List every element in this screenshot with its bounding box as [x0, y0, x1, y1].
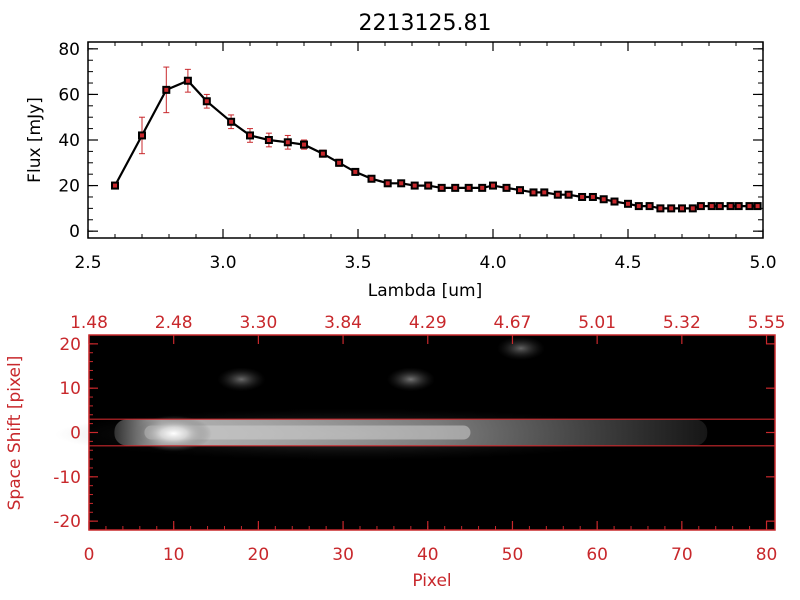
space-tick-label: -10	[53, 468, 81, 488]
wavelength-tick-label: 4.29	[409, 313, 447, 333]
data-point-center	[736, 204, 741, 209]
blob-top-right	[496, 336, 545, 361]
data-point-center	[491, 183, 495, 188]
x-tick-label: 4.5	[614, 253, 641, 273]
pixel-tick-label: 80	[756, 545, 778, 565]
data-point-center	[647, 204, 652, 209]
data-point-center	[636, 204, 641, 209]
data-point-center	[248, 133, 252, 138]
space-tick-label: -20	[53, 512, 81, 532]
data-point-center	[439, 185, 444, 190]
data-point-center	[728, 204, 733, 209]
data-point-center	[320, 151, 325, 156]
data-point-center	[164, 87, 169, 92]
wavelength-tick-label: 5.32	[663, 313, 701, 333]
data-point-center	[466, 185, 471, 190]
chart-title: 2213125.81	[359, 11, 492, 36]
pixel-tick-label: 50	[502, 545, 524, 565]
blob-upper-mid	[386, 367, 435, 392]
data-point-center	[353, 169, 358, 174]
data-point-center	[709, 204, 714, 209]
data-point-center	[669, 206, 674, 211]
data-point-center	[698, 204, 703, 209]
pixel-tick-label: 30	[332, 545, 354, 565]
x-tick-label: 5.0	[749, 253, 776, 273]
data-point-center	[426, 183, 431, 188]
data-point-center	[690, 206, 695, 211]
y-tick-label: 0	[69, 222, 80, 242]
space-tick-label: 10	[59, 379, 81, 399]
x-tick-label: 4.0	[479, 253, 506, 273]
data-point-center	[580, 194, 585, 199]
data-point-center	[590, 194, 595, 199]
data-point-center	[229, 119, 234, 124]
trace-core	[144, 425, 471, 440]
flux-x-axis-label: Lambda [um]	[368, 281, 482, 301]
x-tick-label: 3.0	[209, 253, 236, 273]
data-point-center	[140, 133, 144, 138]
pixel-tick-label: 10	[163, 545, 185, 565]
data-point-center	[626, 201, 630, 206]
data-point-center	[542, 190, 547, 195]
data-point-center	[717, 204, 722, 209]
spectral-image-chart: 0 10 20 30 40 50 60 70 80 1.48 2.48 3.30 3.84 4.29 4.…	[5, 313, 785, 591]
flux-spectrum-chart: 2213125.81 2.5 3.0 3.5 4.0 4.5 5.0 020406080 …	[25, 11, 777, 301]
y-tick-label: 20	[58, 177, 80, 197]
pixel-tick-label: 40	[417, 545, 439, 565]
wavelength-tick-label: 3.84	[324, 313, 362, 333]
data-point-center	[747, 204, 752, 209]
data-point-center	[680, 206, 684, 211]
data-point-center	[204, 99, 209, 104]
data-point-center	[453, 185, 458, 190]
trace-peak	[135, 415, 212, 452]
data-point-center	[337, 160, 342, 165]
data-point-center	[266, 138, 271, 142]
y-tick-label: 60	[58, 85, 80, 105]
pixel-tick-label: 20	[248, 545, 270, 565]
data-point-center	[113, 183, 117, 188]
data-point-center	[518, 188, 522, 193]
data-point-center	[755, 204, 760, 209]
pixel-tick-label: 0	[84, 545, 95, 565]
data-point-center	[480, 185, 485, 190]
data-point-center	[504, 185, 509, 190]
data-point-center	[385, 181, 390, 186]
data-point-center	[369, 176, 374, 181]
wavelength-tick-label: 2.48	[155, 313, 193, 333]
data-point-center	[658, 206, 663, 211]
data-point-center	[555, 192, 560, 197]
space-tick-label: 20	[59, 335, 81, 355]
data-point-center	[285, 140, 290, 145]
flux-series-line	[114, 79, 758, 210]
wavelength-tick-label: 4.67	[494, 313, 532, 333]
x-tick-label: 2.5	[74, 253, 101, 273]
y-tick-label: 40	[58, 131, 80, 151]
space-shift-y-axis-label: Space Shift [pixel]	[5, 356, 25, 511]
data-point-center	[399, 181, 404, 186]
flux-y-axis-label: Flux [mJy]	[25, 97, 45, 183]
data-point-center	[412, 183, 417, 188]
pixel-tick-label: 70	[671, 545, 693, 565]
x-tick-label: 3.5	[344, 253, 371, 273]
data-point-center	[302, 142, 306, 147]
pixel-tick-label: 60	[586, 545, 608, 565]
wavelength-tick-label: 1.48	[70, 313, 108, 333]
data-point-center	[185, 78, 190, 83]
wavelength-tick-label: 5.01	[578, 313, 616, 333]
wavelength-tick-label: 3.30	[239, 313, 277, 333]
data-point-center	[601, 197, 606, 202]
space-tick-label: 0	[70, 424, 81, 444]
wavelength-tick-label: 5.55	[748, 313, 786, 333]
pixel-x-axis-label: Pixel	[412, 571, 451, 591]
y-tick-label: 80	[58, 40, 80, 60]
data-point-center	[566, 192, 571, 197]
data-point-center	[531, 190, 536, 195]
data-point-center	[612, 199, 617, 204]
blob-upper-left	[217, 367, 266, 392]
